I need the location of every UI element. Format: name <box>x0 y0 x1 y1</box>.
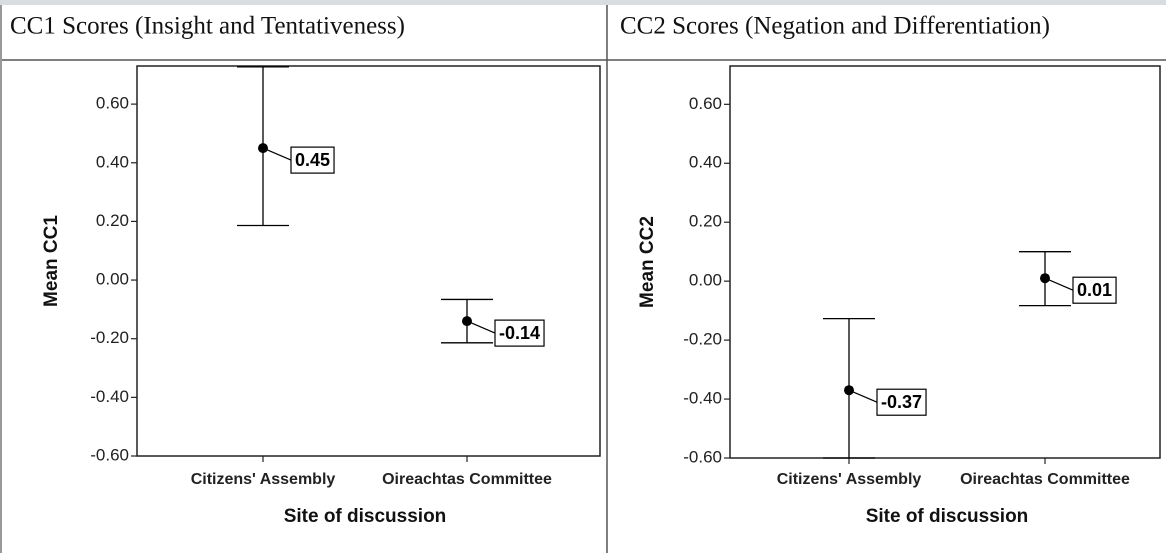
x-tick-label: Citizens' Assembly <box>191 471 336 488</box>
y-tick-label: -0.40 <box>683 389 722 408</box>
y-tick-label: -0.60 <box>683 447 722 466</box>
x-tick-label: Citizens' Assembly <box>777 471 922 488</box>
y-tick-label: 0.20 <box>689 212 722 231</box>
chart-title: CC1 Scores (Insight and Tentativeness) <box>10 13 405 40</box>
y-axis-label: Mean CC2 <box>637 216 658 308</box>
y-tick-label: 0.20 <box>96 211 129 230</box>
y-tick-label: 0.00 <box>96 270 129 289</box>
plot-frame <box>136 65 601 457</box>
y-tick-label: 0.40 <box>689 153 722 172</box>
value-label-box <box>876 388 927 416</box>
x-axis-label: Site of discussion <box>284 506 447 527</box>
y-tick-label: 0.40 <box>96 152 129 171</box>
x-tick-label: Oireachtas Committee <box>960 471 1130 488</box>
label-leader <box>848 389 878 403</box>
y-tick-label: 0.60 <box>689 94 722 113</box>
value-label: -0.14 <box>499 323 540 343</box>
value-label: 0.45 <box>295 150 330 170</box>
value-label-box <box>290 146 335 174</box>
y-tick-label: 0.00 <box>689 271 722 290</box>
y-tick-label: -0.20 <box>90 328 129 347</box>
value-label-box <box>494 319 545 347</box>
value-label: -0.37 <box>881 392 922 412</box>
x-tick-label: Oireachtas Committee <box>382 471 552 488</box>
label-leader <box>262 147 292 161</box>
y-tick-label: -0.60 <box>90 445 129 464</box>
y-tick-label: 0.60 <box>96 94 129 113</box>
y-axis-label: Mean CC1 <box>41 215 62 307</box>
label-leader <box>466 320 496 334</box>
y-tick-label: -0.20 <box>683 330 722 349</box>
top-strip <box>0 0 1166 5</box>
y-tick-label: -0.40 <box>90 387 129 406</box>
x-axis-label: Site of discussion <box>866 506 1029 527</box>
plot-frame <box>729 65 1161 459</box>
chart-title: CC2 Scores (Negation and Differentiation… <box>620 13 1050 40</box>
label-leader <box>1044 277 1074 291</box>
value-label-box <box>1072 276 1117 304</box>
value-label: 0.01 <box>1077 280 1112 300</box>
